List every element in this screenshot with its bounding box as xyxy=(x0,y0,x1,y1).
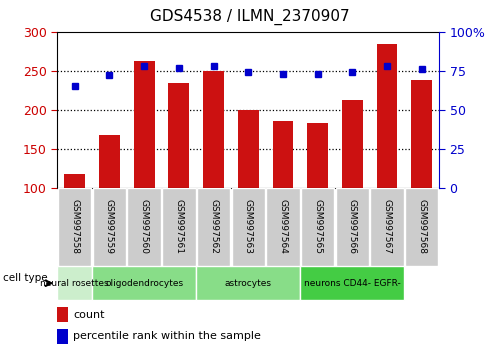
FancyBboxPatch shape xyxy=(196,266,300,300)
Bar xyxy=(377,44,398,266)
Bar xyxy=(411,80,432,266)
Text: count: count xyxy=(73,310,105,320)
Bar xyxy=(307,123,328,266)
Text: oligodendrocytes: oligodendrocytes xyxy=(105,279,183,288)
Bar xyxy=(169,83,189,266)
Bar xyxy=(99,135,120,266)
FancyBboxPatch shape xyxy=(405,188,439,266)
Bar xyxy=(272,121,293,266)
FancyBboxPatch shape xyxy=(370,188,404,266)
Text: GSM997562: GSM997562 xyxy=(209,199,218,254)
FancyBboxPatch shape xyxy=(57,266,92,300)
FancyBboxPatch shape xyxy=(266,188,299,266)
FancyBboxPatch shape xyxy=(197,188,230,266)
Text: cell type: cell type xyxy=(3,273,47,283)
Text: GSM997568: GSM997568 xyxy=(417,199,426,254)
Text: GSM997559: GSM997559 xyxy=(105,199,114,254)
Text: neurons CD44- EGFR-: neurons CD44- EGFR- xyxy=(304,279,401,288)
Text: GDS4538 / ILMN_2370907: GDS4538 / ILMN_2370907 xyxy=(150,9,349,25)
Text: GSM997560: GSM997560 xyxy=(140,199,149,254)
Text: neural rosettes: neural rosettes xyxy=(40,279,109,288)
Text: GSM997563: GSM997563 xyxy=(244,199,253,254)
FancyBboxPatch shape xyxy=(162,188,196,266)
Text: percentile rank within the sample: percentile rank within the sample xyxy=(73,331,261,341)
FancyBboxPatch shape xyxy=(232,188,265,266)
Text: GSM997561: GSM997561 xyxy=(174,199,183,254)
Text: GSM997566: GSM997566 xyxy=(348,199,357,254)
FancyBboxPatch shape xyxy=(127,188,161,266)
Bar xyxy=(203,71,224,266)
Bar xyxy=(342,101,363,266)
Bar xyxy=(57,329,68,344)
FancyBboxPatch shape xyxy=(301,188,334,266)
Text: astrocytes: astrocytes xyxy=(225,279,272,288)
FancyBboxPatch shape xyxy=(93,188,126,266)
FancyBboxPatch shape xyxy=(58,188,91,266)
Bar xyxy=(64,173,85,266)
Bar xyxy=(238,110,258,266)
Text: GSM997558: GSM997558 xyxy=(70,199,79,254)
Text: GSM997564: GSM997564 xyxy=(278,199,287,254)
Bar xyxy=(134,61,155,266)
FancyBboxPatch shape xyxy=(336,188,369,266)
Text: GSM997567: GSM997567 xyxy=(383,199,392,254)
Bar xyxy=(57,307,68,322)
FancyBboxPatch shape xyxy=(300,266,404,300)
Text: GSM997565: GSM997565 xyxy=(313,199,322,254)
FancyBboxPatch shape xyxy=(92,266,196,300)
